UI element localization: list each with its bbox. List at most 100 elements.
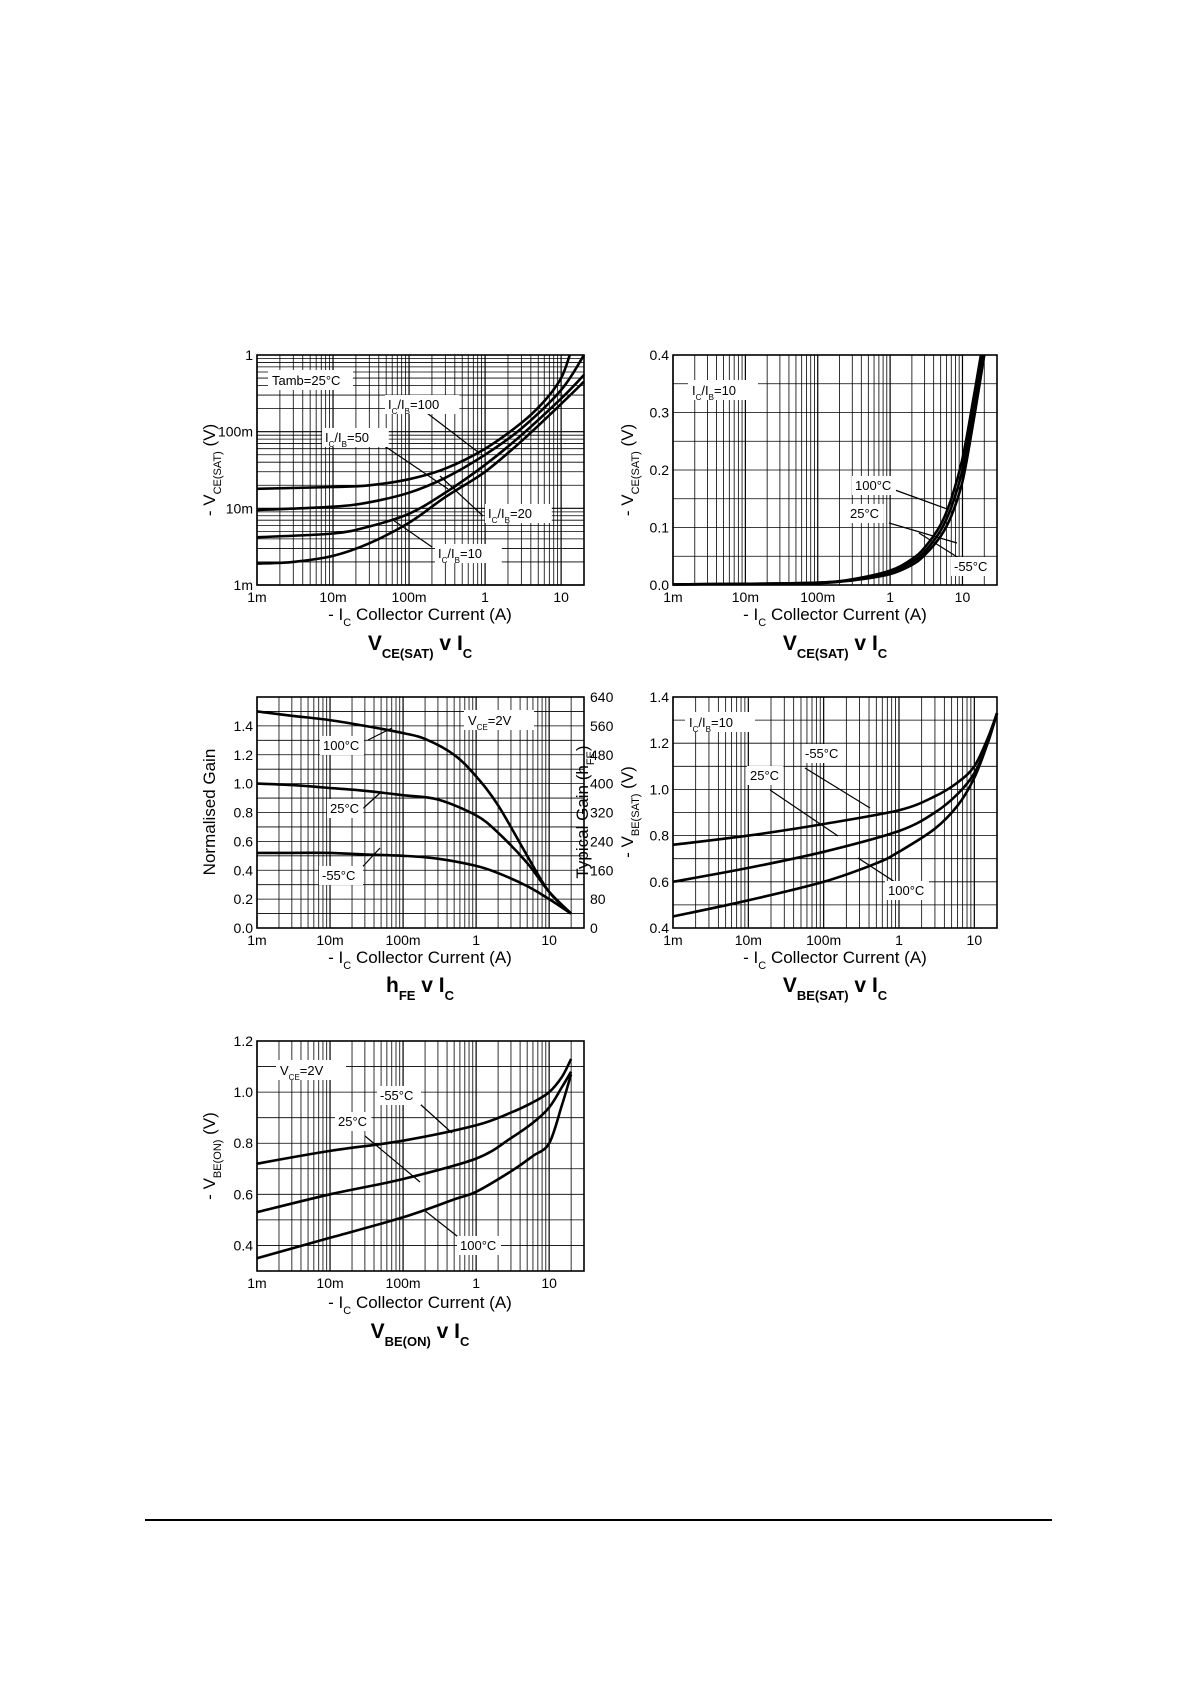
annotation-box — [335, 1112, 372, 1131]
annotation-leader — [769, 789, 839, 837]
y-tick-label: 0.0 — [650, 577, 670, 593]
annotation-label: IC/IB=10 — [438, 546, 482, 565]
annotation-leader — [894, 489, 948, 510]
chart-title: VCE(SAT) v IC — [783, 632, 888, 661]
grid — [256, 696, 585, 929]
annotation-box — [457, 1236, 501, 1255]
y2-tick-label: 240 — [590, 833, 614, 849]
series-line-2 — [256, 1071, 573, 1214]
annotation-leader — [367, 727, 393, 741]
annotation-box — [385, 395, 460, 414]
y-tick-label: 0.8 — [234, 805, 254, 821]
chart-4: 1m 10m 100m 1 10 0.4 0.6 0.8 1.0 1.2 1.4 - VBE(SAT)… — [618, 689, 999, 1003]
condition-label: VCE=2V — [468, 713, 512, 732]
annotation-box — [847, 504, 884, 523]
annotation-box — [485, 504, 552, 523]
x-tick-label: 1m — [663, 932, 682, 948]
condition-box — [685, 712, 755, 732]
plot-frame — [672, 696, 998, 929]
series-line-4 — [256, 380, 585, 565]
annotation-label: -55°C — [954, 559, 987, 574]
y-tick-label: 0.6 — [234, 1186, 254, 1202]
annotation-label: -55°C — [380, 1088, 413, 1103]
y2-tick-label: 640 — [590, 689, 614, 705]
annotation-leader — [918, 532, 963, 561]
x-tick-label: 1m — [247, 932, 266, 948]
x-tick-label: 100m — [386, 932, 421, 948]
x-tick-label: 1m — [247, 1275, 266, 1291]
annotation-label: 100°C — [888, 883, 924, 898]
y-tick-label: 0.4 — [650, 347, 670, 363]
y2-tick-label: 400 — [590, 776, 614, 792]
x-tick-label: 10m — [319, 589, 346, 605]
annotation-box — [322, 428, 389, 447]
series-line-1 — [256, 710, 573, 915]
plot-frame — [672, 354, 998, 586]
x-tick-label: 1 — [472, 1275, 480, 1291]
y-tick-label: 1.4 — [234, 718, 254, 734]
x-tick-label: 10 — [541, 932, 557, 948]
annotation-label: -55°C — [805, 746, 838, 761]
annotation-label: 100°C — [323, 738, 359, 753]
y-tick-label: 0.4 — [650, 920, 670, 936]
x-tick-label: 1m — [663, 589, 682, 605]
series-line-3 — [672, 354, 986, 586]
annotation-label: IC/IB=50 — [325, 430, 369, 449]
x-tick-label: 100m — [386, 1275, 421, 1291]
plot-frame — [256, 354, 585, 586]
annotation-label: IC/IB=100 — [388, 397, 439, 416]
condition-label: VCE=2V — [280, 1063, 324, 1082]
x-axis-label: - IC Collector Current (A) — [743, 948, 927, 972]
chart-title: VBE(ON) v IC — [371, 1320, 470, 1349]
y-tick-label: 1.2 — [234, 1033, 254, 1049]
x-tick-label: 10 — [553, 589, 569, 605]
annotation-box — [951, 557, 995, 576]
chart-title: hFE v IC — [386, 974, 455, 1003]
y-tick-label: 1.0 — [650, 781, 670, 797]
condition-box — [464, 710, 534, 730]
x-tick-label: 10 — [967, 932, 983, 948]
chart-2: 1m 10m 100m 1 10 0.0 0.1 0.2 0.3 0.4 - VCE(SAT) (V… — [618, 347, 998, 661]
y-axis-label: - VBE(SAT) (V) — [618, 766, 642, 858]
x-tick-label: 1 — [472, 932, 480, 948]
y2-tick-label: 480 — [590, 747, 614, 763]
condition-box — [268, 370, 353, 390]
y-tick-label: 1.0 — [234, 776, 254, 792]
annotation-label: IC/IB=20 — [488, 506, 532, 525]
y-axis-label: - VCE(SAT) (V) — [200, 424, 224, 516]
annotation-box — [747, 766, 784, 785]
annotation-label: 25°C — [330, 801, 359, 816]
annotation-label: 25°C — [750, 768, 779, 783]
footer-rule — [145, 1519, 1052, 1521]
x-tick-label: 10m — [735, 932, 762, 948]
y-tick-label: 0.6 — [650, 874, 670, 890]
x-axis-label: - IC Collector Current (A) — [328, 948, 512, 972]
y-tick-label: 100m — [218, 424, 253, 440]
x-tick-label: 10m — [732, 589, 759, 605]
annotation-leader — [364, 1135, 421, 1183]
y-tick-label: 0.2 — [234, 891, 254, 907]
series-line-2 — [256, 354, 586, 512]
y-tick-label: 1.2 — [234, 747, 254, 763]
series-line-1 — [672, 712, 999, 847]
condition-label: IC/IB=10 — [689, 715, 733, 734]
annotation-box — [377, 1086, 421, 1105]
chart-title: VBE(SAT) v IC — [783, 974, 888, 1003]
x-tick-label: 10 — [541, 1275, 557, 1291]
x-tick-label: 1 — [886, 589, 894, 605]
annotation-box — [802, 744, 846, 763]
series-line-2 — [672, 712, 999, 884]
x-axis-label: - IC Collector Current (A) — [328, 605, 512, 629]
y-tick-label: 1 — [245, 347, 253, 363]
y2-axis-label: Typical Gain (hFE) — [573, 745, 597, 878]
series-line-3 — [256, 1073, 573, 1260]
annotation-label: 100°C — [460, 1238, 496, 1253]
plot-frame — [256, 696, 585, 929]
y-tick-label: 0.8 — [650, 828, 670, 844]
annotation-leader — [423, 1209, 463, 1241]
y2-tick-label: 160 — [590, 862, 614, 878]
series-line-1 — [256, 354, 572, 491]
y-tick-label: 1.2 — [650, 735, 670, 751]
y2-tick-label: 560 — [590, 718, 614, 734]
